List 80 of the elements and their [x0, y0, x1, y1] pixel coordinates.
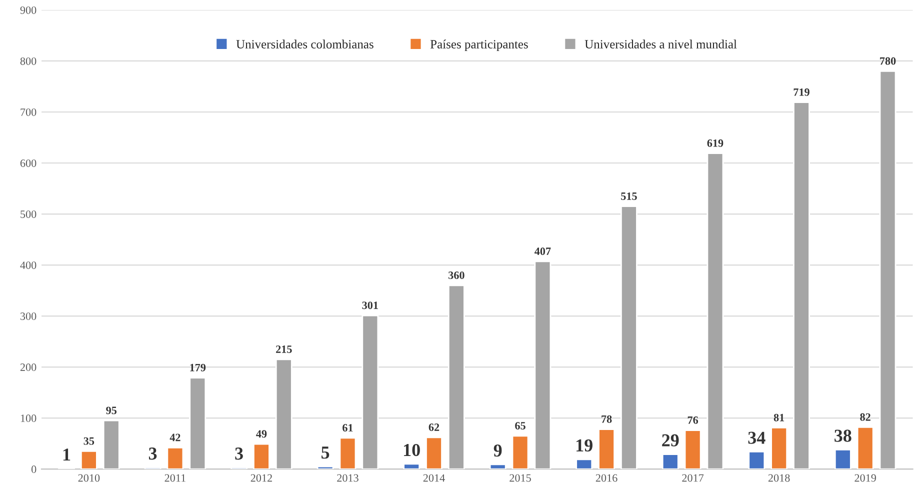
data-label: 719 — [794, 88, 810, 96]
y-tick-label: 200 — [20, 364, 36, 372]
bar — [598, 428, 615, 470]
data-label: 9 — [494, 444, 502, 457]
data-label: 42 — [170, 434, 180, 442]
bar — [166, 446, 184, 470]
bar — [879, 70, 896, 470]
data-label: 95 — [106, 406, 117, 414]
data-label: 65 — [515, 422, 526, 430]
bar — [253, 443, 270, 470]
data-label: 76 — [688, 416, 698, 424]
x-tick-label: 2019 — [854, 474, 876, 482]
y-tick-label: 700 — [20, 108, 36, 116]
bar — [339, 437, 356, 470]
data-label: 1 — [63, 448, 70, 461]
data-label: 360 — [448, 272, 464, 280]
bar — [856, 426, 874, 470]
bar — [706, 152, 724, 470]
bar — [770, 427, 788, 470]
bar — [403, 463, 420, 470]
y-tick-label: 300 — [20, 312, 36, 320]
x-tick-label: 2014 — [423, 474, 445, 482]
bar — [275, 358, 292, 470]
data-label: 407 — [534, 248, 551, 256]
bar — [748, 451, 766, 470]
bar — [448, 284, 465, 470]
x-tick-label: 2016 — [596, 474, 618, 482]
x-tick-label: 2013 — [337, 474, 358, 482]
data-label: 38 — [834, 430, 852, 442]
data-label: 5 — [322, 446, 330, 459]
bar — [834, 448, 852, 470]
data-label: 81 — [774, 414, 784, 422]
x-tick-label: 2011 — [164, 474, 186, 482]
data-label: 35 — [84, 437, 94, 445]
data-label: 61 — [342, 424, 353, 432]
bar — [576, 458, 593, 470]
y-tick-label: 400 — [20, 261, 36, 269]
legend-label: Países participantes — [430, 40, 528, 52]
data-label: 179 — [190, 364, 206, 372]
x-tick-label: 2015 — [510, 474, 531, 482]
data-label: 34 — [748, 432, 766, 444]
x-tick-label: 2017 — [682, 474, 704, 482]
data-label: 29 — [662, 434, 679, 446]
data-label: 515 — [621, 192, 637, 200]
data-label: 301 — [362, 302, 378, 310]
bar — [512, 435, 529, 470]
data-label: 619 — [707, 139, 724, 147]
bar — [684, 430, 702, 470]
y-tick-label: 500 — [20, 210, 36, 218]
bar — [362, 314, 379, 470]
data-label: 49 — [256, 430, 267, 438]
y-tick-label: 800 — [20, 57, 36, 65]
bar — [102, 420, 120, 470]
data-label: 82 — [860, 413, 870, 421]
bar — [80, 450, 98, 470]
x-tick-label: 2010 — [78, 474, 100, 482]
y-tick-label: 100 — [20, 414, 36, 422]
bar — [489, 464, 506, 470]
bar — [662, 454, 679, 470]
x-tick-label: 2018 — [768, 474, 790, 482]
data-label: 10 — [404, 444, 420, 456]
legend-label: Universidades a nivel mundial — [584, 40, 737, 48]
legend-label: Universidades colombianas — [236, 40, 374, 48]
bar — [426, 436, 442, 470]
data-label: 19 — [576, 439, 592, 452]
data-label: 3 — [235, 448, 243, 460]
bar — [316, 466, 334, 470]
y-tick-label: 0 — [31, 466, 36, 474]
bar — [620, 206, 638, 470]
bar — [534, 260, 552, 470]
bar — [793, 102, 810, 470]
y-tick-label: 900 — [20, 6, 36, 14]
data-label: 215 — [276, 346, 292, 353]
data-label: 780 — [880, 57, 896, 65]
data-label: 78 — [602, 415, 612, 423]
data-label: 3 — [148, 448, 157, 460]
x-tick-label: 2012 — [250, 474, 272, 482]
bar — [189, 377, 206, 470]
data-label: 62 — [428, 424, 440, 432]
y-tick-label: 600 — [20, 159, 36, 167]
